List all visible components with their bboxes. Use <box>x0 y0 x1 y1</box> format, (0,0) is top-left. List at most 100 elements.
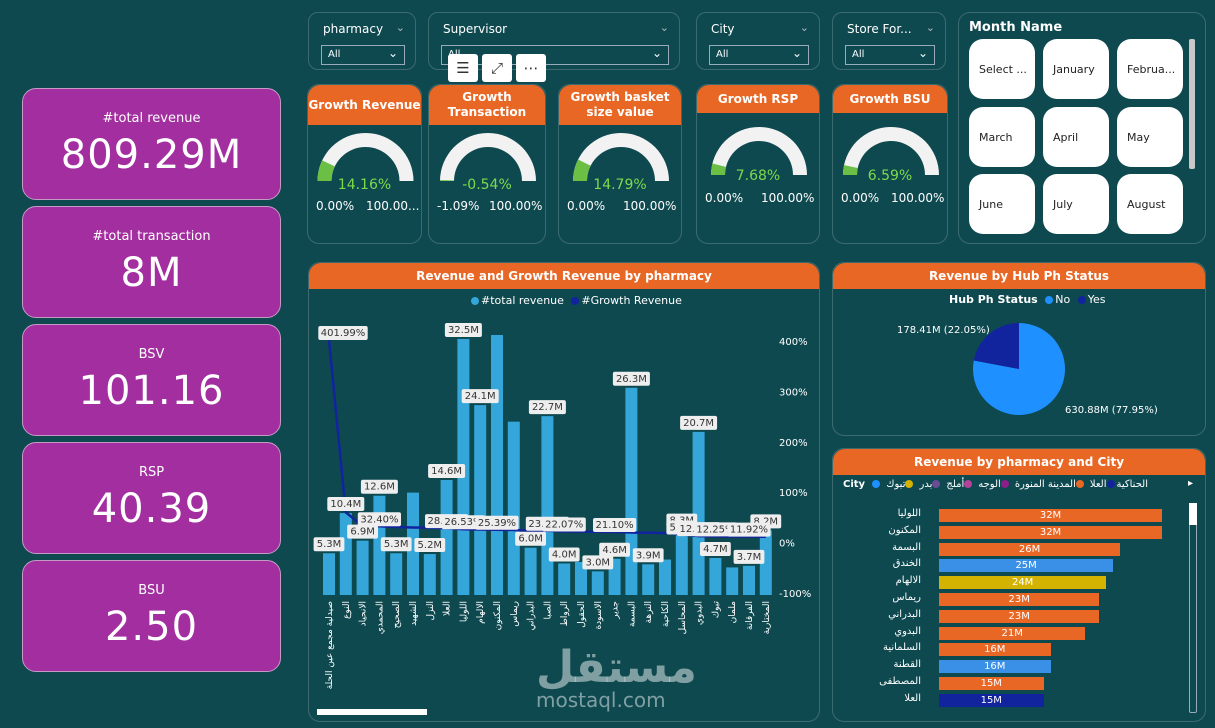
bar[interactable] <box>642 564 655 595</box>
filter-icon[interactable]: ☰ <box>448 54 478 82</box>
bar[interactable]: 23M <box>939 609 1100 623</box>
category-label: الانحياد <box>359 601 369 626</box>
bar[interactable] <box>407 492 419 595</box>
month-option[interactable]: January <box>1043 39 1109 99</box>
bar-data-label-box <box>414 538 446 553</box>
category-label: النزل <box>426 601 436 620</box>
right-axis-tick: 300% <box>779 387 808 398</box>
line-data-label-text: 21.10% <box>596 520 634 531</box>
bar[interactable]: 32M <box>939 509 1163 522</box>
bar[interactable] <box>541 416 554 595</box>
bar[interactable]: 26M <box>939 542 1121 556</box>
gauge-min: 0.00% <box>567 199 606 213</box>
slicer-dropdown[interactable]: All <box>321 45 405 65</box>
line-data-label: 401.99% <box>318 325 368 340</box>
category-label: الفرقانة <box>745 601 755 630</box>
city-legend-items: الحناكية العلا المدينة المنورة الوجه أملج بدر… <box>868 479 1148 490</box>
bar[interactable] <box>356 540 369 595</box>
scrollbar-thumb[interactable] <box>1189 503 1197 525</box>
chart-title: Revenue and Growth Revenue by pharmacy <box>309 263 819 289</box>
line-data-label: 32.40% <box>357 512 401 527</box>
bar[interactable]: 25M <box>939 559 1114 573</box>
legend-text: بدر <box>919 479 933 490</box>
bar[interactable] <box>675 529 688 595</box>
scrollbar[interactable] <box>317 709 427 715</box>
legend-dot <box>932 480 941 488</box>
month-option[interactable]: June <box>969 174 1035 234</box>
line-data-label-text: 25.39% <box>478 518 516 529</box>
bar-data-label-text: 3.0M <box>586 557 611 568</box>
bar[interactable] <box>491 335 503 595</box>
gauge-max: 100.00% <box>761 191 815 205</box>
bar[interactable] <box>591 571 604 595</box>
gauge-growth-basket: Growth basket size value 14.79% 0.00% 10… <box>558 84 682 244</box>
slicer-dropdown[interactable]: All <box>709 45 809 65</box>
category-label: البدراني <box>527 601 537 631</box>
legend-item: #total revenue <box>481 294 564 307</box>
month-option[interactable]: Select ... <box>969 39 1035 99</box>
month-option[interactable]: July <box>1043 174 1109 234</box>
bar[interactable]: 15M <box>939 677 1044 690</box>
bar[interactable] <box>558 563 571 595</box>
bar[interactable] <box>323 553 335 595</box>
category-label: الصبا <box>543 601 553 620</box>
bar[interactable]: 21M <box>939 626 1086 640</box>
bar[interactable] <box>440 479 453 595</box>
gauge-min: 0.00% <box>841 191 880 205</box>
focus-mode-icon[interactable]: ⤢ <box>482 54 512 82</box>
gauge-arc <box>317 133 414 181</box>
chevron-down-icon[interactable]: ⌄ <box>925 21 935 34</box>
slicer-pharmacy[interactable]: pharmacy ⌄ All <box>308 12 416 70</box>
bar[interactable] <box>759 530 772 595</box>
legend-dot <box>1106 480 1115 488</box>
month-option[interactable]: March <box>969 107 1035 167</box>
bar[interactable]: 32M <box>939 525 1163 539</box>
bar[interactable] <box>575 561 587 595</box>
bar[interactable]: 24M <box>939 576 1107 590</box>
bar[interactable] <box>625 387 638 595</box>
month-option[interactable]: May <box>1117 107 1183 167</box>
bar[interactable] <box>474 405 487 595</box>
legend-item: تبوك <box>886 479 915 490</box>
legend-item: بدر <box>919 479 942 490</box>
bar-data-label-text: 24.1M <box>465 391 496 402</box>
gauge-title: Growth BSU <box>833 85 947 113</box>
combo-chart: 400% 300% 200% 100% 0% -100% صيدلية مجمع عين ا… <box>313 322 811 689</box>
bar[interactable] <box>390 553 403 595</box>
kpi-rsp: RSP 40.39 <box>22 442 281 554</box>
bar[interactable]: 15M <box>939 693 1044 707</box>
category-label: المحاسل <box>678 601 688 634</box>
bar[interactable] <box>507 421 520 595</box>
chevron-down-icon[interactable]: ⌄ <box>395 21 405 34</box>
line-data-label-text: 32.40% <box>360 514 398 525</box>
slicer-title: Store For... <box>847 22 912 36</box>
chevron-down-icon[interactable]: ⌄ <box>659 21 669 34</box>
line-data-label: 11.92% <box>727 522 771 537</box>
slicer-dropdown[interactable]: All <box>845 45 935 65</box>
bar-data-label: 3.0M <box>582 555 614 570</box>
bar[interactable] <box>709 557 722 595</box>
bar[interactable]: 16M <box>939 643 1051 657</box>
scrollbar[interactable] <box>1189 503 1197 713</box>
bar[interactable] <box>726 567 739 595</box>
more-options-icon[interactable]: ⋯ <box>516 54 546 82</box>
slicer-city[interactable]: City ⌄ All <box>696 12 820 70</box>
chevron-down-icon[interactable]: ⌄ <box>799 21 809 34</box>
gauge-max: 100.00% <box>489 199 543 213</box>
bar[interactable] <box>692 431 705 595</box>
bar[interactable]: 16M <box>939 660 1051 674</box>
chevron-right-icon[interactable]: ▸ <box>1187 478 1193 489</box>
month-option[interactable]: April <box>1043 107 1109 167</box>
scrollbar[interactable] <box>1189 39 1195 169</box>
bar[interactable] <box>659 559 671 595</box>
slicer-store-format[interactable]: Store For... ⌄ All <box>832 12 946 70</box>
category-label: المكنون <box>888 524 921 536</box>
month-option[interactable]: August <box>1117 174 1183 234</box>
bar[interactable]: 23M <box>939 593 1100 606</box>
bar[interactable] <box>524 547 537 595</box>
bar[interactable] <box>743 565 755 595</box>
pie-slice[interactable] <box>973 323 1019 369</box>
bar[interactable] <box>423 554 436 595</box>
month-option[interactable]: Februa... <box>1117 39 1183 99</box>
kpi-bsv: BSV 101.16 <box>22 324 281 436</box>
